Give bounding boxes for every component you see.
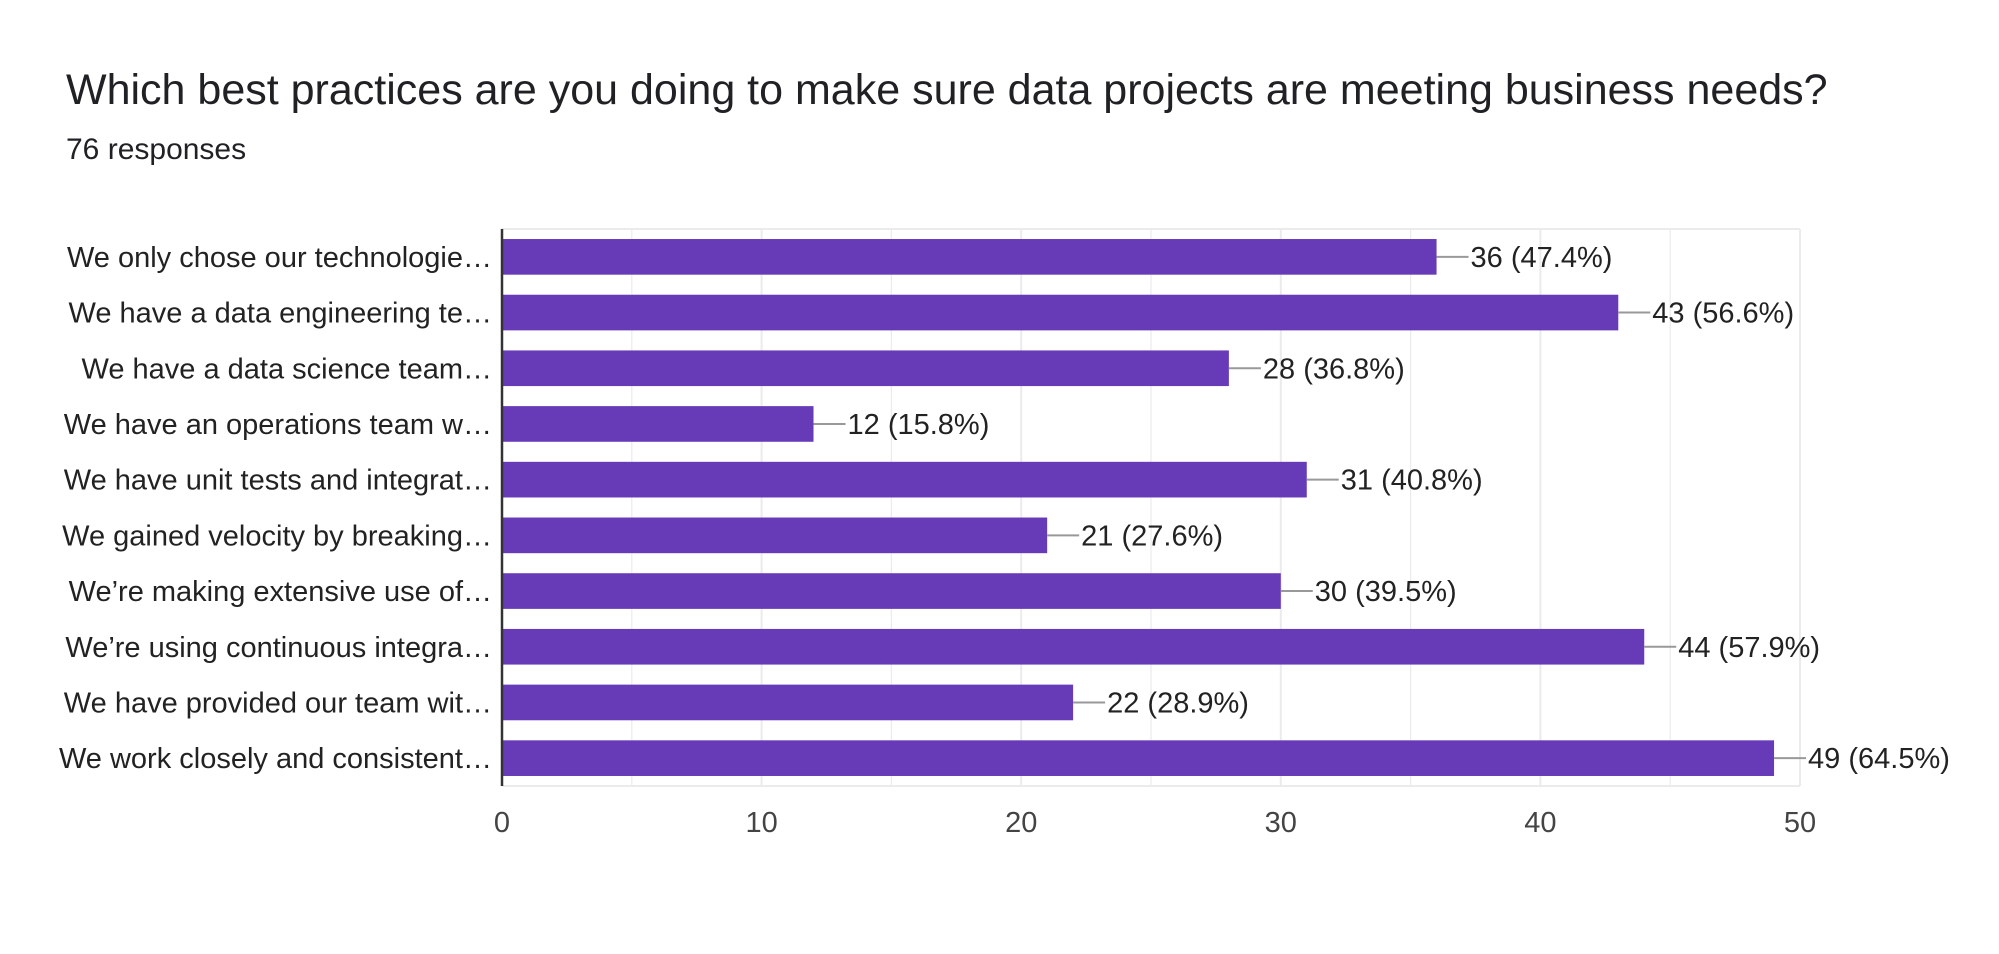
data-label: 21 (27.6%) xyxy=(1081,520,1223,552)
category-label: We have provided our team wit… xyxy=(64,687,492,719)
bar xyxy=(502,517,1048,554)
bar xyxy=(502,294,1619,331)
category-label: We’re using continuous integra… xyxy=(65,632,492,664)
category-label: We have unit tests and integrat… xyxy=(64,465,492,497)
bar xyxy=(502,239,1437,275)
data-label: 12 (15.8%) xyxy=(848,409,990,441)
category-label: We gained velocity by breaking… xyxy=(62,520,492,552)
data-label: 43 (56.6%) xyxy=(1652,298,1794,330)
category-label: We have an operations team w… xyxy=(64,409,492,441)
bar xyxy=(502,461,1307,498)
bar xyxy=(502,406,814,442)
category-label: We only chose our technologie… xyxy=(67,242,492,274)
data-label: 36 (47.4%) xyxy=(1471,242,1613,274)
chart-title: Which best practices are you doing to ma… xyxy=(66,66,1828,114)
bar xyxy=(502,350,1229,387)
bar xyxy=(502,740,1775,776)
x-tick-label: 50 xyxy=(1784,807,1816,839)
category-label: We’re making extensive use of… xyxy=(69,576,492,608)
category-label: We work closely and consistent… xyxy=(59,743,492,775)
x-tick-label: 40 xyxy=(1524,807,1556,839)
x-tick-label: 10 xyxy=(745,807,777,839)
data-label: 28 (36.8%) xyxy=(1263,353,1405,385)
category-label: We have a data science team… xyxy=(81,353,492,385)
data-label: 44 (57.9%) xyxy=(1678,632,1820,664)
x-tick-label: 0 xyxy=(494,807,510,839)
category-label: We have a data engineering te… xyxy=(69,298,492,330)
bar xyxy=(502,628,1645,665)
data-label: 30 (39.5%) xyxy=(1315,576,1457,608)
data-label: 49 (64.5%) xyxy=(1808,743,1950,775)
data-label: 22 (28.9%) xyxy=(1107,687,1249,719)
bar xyxy=(502,573,1281,609)
data-label: 31 (40.8%) xyxy=(1341,465,1483,497)
bar xyxy=(502,684,1074,721)
x-tick-label: 20 xyxy=(1005,807,1037,839)
response-count: 76 responses xyxy=(66,133,247,166)
x-tick-label: 30 xyxy=(1265,807,1297,839)
